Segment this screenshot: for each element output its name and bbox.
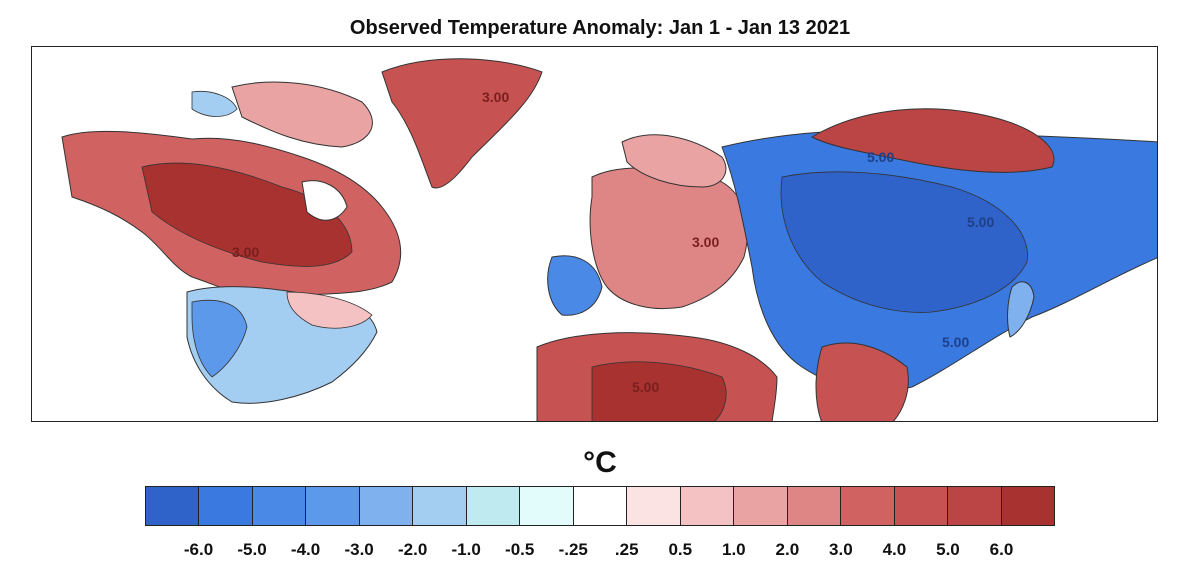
contour-label: 3.00	[232, 244, 259, 260]
region-europe	[589, 167, 749, 310]
region-central-asia-very-cold	[780, 171, 1028, 313]
colorbar-tick-label: 3.0	[829, 540, 853, 559]
colorbar-tick-labels: -6.0 -5.0 -4.0 -3.0 -2.0 -1.0 -0.5 -.25 .25 0.5 1.…	[145, 540, 1055, 560]
colorbar-bin	[627, 487, 681, 525]
map-title: Observed Temperature Anomaly: Jan 1 - Ja…	[349, 17, 851, 39]
colorbar-bin	[199, 487, 253, 525]
colorbar-bin	[466, 487, 521, 525]
region-scandinavia	[621, 134, 727, 188]
colorbar	[145, 486, 1055, 526]
colorbar-bin	[948, 487, 1002, 525]
colorbar-tick-label: 6.0	[989, 540, 1014, 559]
region-sahara-hot	[591, 361, 727, 421]
region-arctic-russia-warm	[810, 108, 1055, 173]
colorbar-tick-label: 4.0	[882, 540, 907, 559]
contour-label: 5.00	[867, 149, 894, 165]
colorbar-tick-label: -3.0	[344, 540, 374, 559]
contour-label: 5.00	[967, 214, 994, 230]
colorbar-bin	[146, 487, 200, 525]
contour-label: 3.00	[692, 234, 719, 250]
colorbar-bin	[413, 487, 467, 525]
hudson-bay	[301, 180, 348, 221]
colorbar-tick-label: -0.5	[505, 540, 535, 559]
colorbar-tick-label: -1.0	[451, 540, 481, 559]
colorbar-tick-label: 0.5	[668, 540, 693, 559]
colorbar-bin	[894, 487, 949, 525]
colorbar-bin	[734, 487, 788, 525]
colorbar-tick-label: -6.0	[183, 540, 214, 559]
colorbar-bin	[520, 487, 574, 525]
colorbar-bin	[573, 487, 628, 525]
region-us-east-warm	[286, 291, 373, 329]
colorbar-bin	[359, 487, 414, 525]
temperature-anomaly-map: 3.00 5.00 5.00 5.00 3.00 3.00 5.00	[31, 46, 1158, 422]
colorbar-tick-label: -2.0	[397, 540, 428, 559]
region-japan	[1007, 281, 1035, 338]
region-india	[815, 342, 909, 421]
colorbar-bin	[841, 487, 895, 525]
colorbar-tick-label: 1.0	[721, 540, 746, 559]
region-arctic-archipelago	[231, 81, 373, 148]
map-canvas: 3.00 5.00 5.00 5.00 3.00 3.00 5.00	[61, 58, 1157, 421]
contour-label: 5.00	[942, 334, 969, 350]
colorbar-tick-label: 2.0	[775, 540, 800, 559]
colorbar-bin	[1001, 487, 1054, 525]
region-central-canada-hot	[141, 162, 353, 267]
colorbar-bin	[680, 487, 735, 525]
region-arctic-cold	[191, 90, 238, 117]
colorbar-tick-label: 5.0	[936, 540, 960, 559]
colorbar-tick-label: -.25	[558, 540, 588, 559]
colorbar-tick-label: -5.0	[237, 540, 267, 559]
colorbar-bin	[787, 487, 842, 525]
region-greenland	[381, 58, 543, 189]
colorbar-bin	[252, 487, 307, 525]
region-iberia-cold	[547, 255, 603, 316]
colorbar-bin	[306, 487, 360, 525]
region-us-west-cold	[191, 299, 248, 378]
contour-label: 3.00	[482, 89, 509, 105]
colorbar-unit: °C	[583, 446, 617, 479]
contour-label: 5.00	[632, 379, 659, 395]
colorbar-tick-label: .25	[614, 540, 639, 559]
colorbar-tick-label: -4.0	[290, 540, 321, 559]
